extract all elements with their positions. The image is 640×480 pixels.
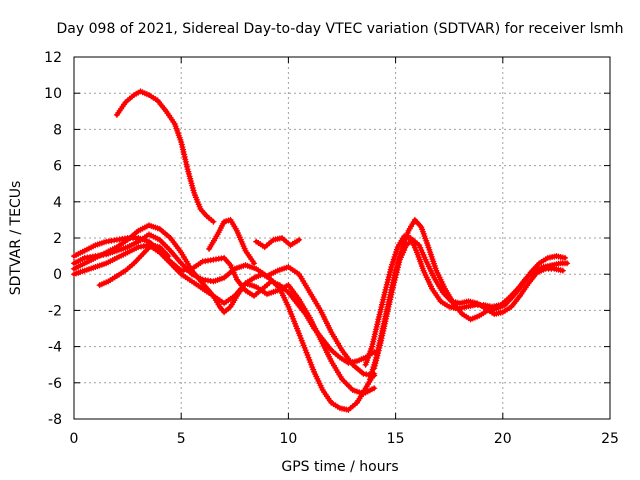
y-tick-label: 8 xyxy=(53,122,62,138)
series-markers xyxy=(71,242,378,397)
grid-layer xyxy=(74,57,610,419)
x-tick-label: 0 xyxy=(70,431,79,447)
x-tick-label: 20 xyxy=(494,431,512,447)
y-tick-label: 0 xyxy=(53,267,62,283)
y-tick-label: 10 xyxy=(44,86,62,102)
series-track-11 xyxy=(371,236,566,372)
series-line xyxy=(72,223,377,412)
series-track-4 xyxy=(71,242,378,397)
series-track-5 xyxy=(71,222,378,413)
y-tick-label: -6 xyxy=(48,376,62,392)
series-track-6 xyxy=(96,242,172,289)
series-markers xyxy=(113,88,217,225)
y-tick-label: -8 xyxy=(48,412,62,428)
series-track-3 xyxy=(71,231,378,379)
series-markers xyxy=(206,216,258,267)
tick-layer: 0 5 10 15 20 25 -8 -6 -4 -2 0 2 4 6 8 10 12 xyxy=(44,50,619,447)
y-tick-label: -4 xyxy=(48,340,62,356)
series-layer xyxy=(71,88,571,413)
y-tick-label: 2 xyxy=(53,231,62,247)
y-tick-label: -2 xyxy=(48,303,62,319)
x-tick-label: 5 xyxy=(177,431,186,447)
series-markers xyxy=(71,231,378,379)
x-tick-label: 10 xyxy=(279,431,297,447)
series-markers xyxy=(371,236,566,372)
y-axis-label: SDTVAR / TECUs xyxy=(8,181,24,296)
y-tick-label: 6 xyxy=(53,159,62,175)
series-line xyxy=(72,243,377,396)
series-track-10 xyxy=(366,216,568,383)
series-markers xyxy=(71,222,378,413)
series-markers xyxy=(253,235,303,251)
x-tick-label: 15 xyxy=(387,431,405,447)
y-tick-label: 12 xyxy=(44,50,62,66)
series-markers xyxy=(366,216,568,383)
x-tick-label: 25 xyxy=(601,431,619,447)
y-tick-label: 4 xyxy=(53,195,62,211)
chart-title: Day 098 of 2021, Sidereal Day-to-day VTE… xyxy=(57,21,624,37)
series-markers xyxy=(96,242,172,289)
x-axis-label: GPS time / hours xyxy=(281,459,398,475)
series-track-1 xyxy=(113,88,217,225)
series-track-7 xyxy=(206,216,258,267)
series-track-8 xyxy=(253,235,303,251)
